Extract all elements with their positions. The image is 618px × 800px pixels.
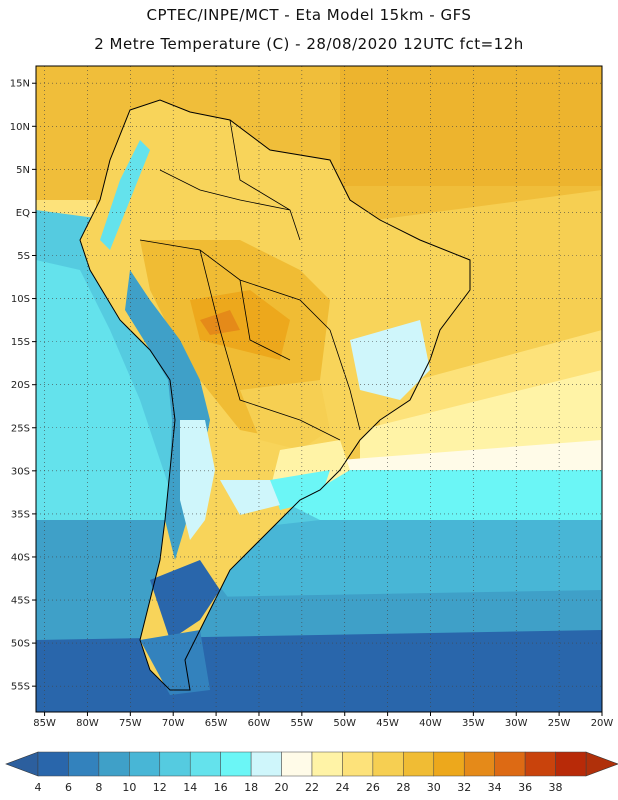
legend-label: 20 bbox=[275, 781, 289, 794]
lat-tick-label: 50S bbox=[11, 639, 30, 650]
legend-label: 30 bbox=[427, 781, 441, 794]
legend-label: 28 bbox=[396, 781, 410, 794]
lat-tick-label: 10S bbox=[11, 294, 30, 305]
legend-label: 24 bbox=[335, 781, 349, 794]
lat-tick-label: 40S bbox=[11, 552, 30, 563]
title-line-1: CPTEC/INPE/MCT - Eta Model 15km - GFS bbox=[146, 6, 472, 24]
legend-label: 22 bbox=[305, 781, 319, 794]
legend-label: 26 bbox=[366, 781, 380, 794]
legend-arrow-low bbox=[5, 751, 39, 777]
legend-label: 6 bbox=[65, 781, 72, 794]
legend-label: 8 bbox=[95, 781, 102, 794]
legend-swatch bbox=[342, 751, 374, 777]
lon-tick-label: 20W bbox=[591, 718, 614, 729]
lon-tick-label: 50W bbox=[333, 718, 356, 729]
legend-label: 14 bbox=[183, 781, 197, 794]
lat-tick-label: 35S bbox=[11, 509, 30, 520]
legend-swatch bbox=[37, 751, 69, 777]
legend-label: 38 bbox=[549, 781, 563, 794]
map-frame bbox=[35, 65, 603, 713]
legend-swatch bbox=[220, 751, 252, 777]
lat-tick-label: 25S bbox=[11, 423, 30, 434]
legend-swatch bbox=[98, 751, 130, 777]
lat-tick-label: 20S bbox=[11, 380, 30, 391]
lon-tick-label: 55W bbox=[291, 718, 314, 729]
legend-swatch bbox=[555, 751, 587, 777]
legend-swatch bbox=[494, 751, 526, 777]
lon-tick-label: 45W bbox=[376, 718, 399, 729]
legend-label: 16 bbox=[214, 781, 228, 794]
legend-label: 36 bbox=[518, 781, 532, 794]
legend-label: 4 bbox=[35, 781, 42, 794]
legend-swatch bbox=[372, 751, 404, 777]
legend-label: 34 bbox=[488, 781, 502, 794]
temperature-map: 15N 10N 5N EQ 5S 10S 15S 20S 25S 30S 35S 40S 45S 50S 5… bbox=[10, 65, 614, 729]
lon-tick-label: 35W bbox=[462, 718, 485, 729]
lat-tick-label: 5N bbox=[16, 165, 30, 176]
legend-swatch bbox=[68, 751, 100, 777]
legend-swatch bbox=[129, 751, 161, 777]
lon-tick-label: 85W bbox=[33, 718, 56, 729]
axis-ticks: 15N 10N 5N EQ 5S 10S 15S 20S 25S 30S 35S 40S 45S 50S 5… bbox=[10, 79, 614, 729]
legend-label: 12 bbox=[153, 781, 167, 794]
lon-tick-label: 30W bbox=[505, 718, 528, 729]
color-legend: 4 6 8 10 12 14 16 18 20 22 24 26 28 30 32 34 36 38 bbox=[5, 751, 618, 794]
legend-bar bbox=[5, 751, 618, 777]
legend-swatch bbox=[159, 751, 191, 777]
legend-swatch bbox=[250, 751, 282, 777]
lon-tick-label: 80W bbox=[76, 718, 99, 729]
lat-tick-label: 30S bbox=[11, 466, 30, 477]
legend-label: 18 bbox=[244, 781, 258, 794]
legend-arrow-high bbox=[585, 751, 618, 777]
lon-tick-label: 65W bbox=[205, 718, 228, 729]
lat-tick-label: 15N bbox=[10, 79, 30, 90]
lon-tick-label: 25W bbox=[548, 718, 571, 729]
lat-tick-label: 10N bbox=[10, 122, 30, 133]
legend-swatch bbox=[403, 751, 435, 777]
legend-swatch bbox=[281, 751, 313, 777]
title-line-2: 2 Metre Temperature (C) - 28/08/2020 12U… bbox=[94, 35, 524, 53]
lon-tick-label: 60W bbox=[248, 718, 271, 729]
legend-label: 10 bbox=[122, 781, 136, 794]
lon-tick-label: 40W bbox=[419, 718, 442, 729]
lat-tick-label: 55S bbox=[11, 682, 30, 693]
temperature-field bbox=[36, 66, 602, 712]
lat-tick-label: 45S bbox=[11, 596, 30, 607]
legend-swatch bbox=[189, 751, 221, 777]
lon-tick-label: 75W bbox=[119, 718, 142, 729]
legend-labels: 4 6 8 10 12 14 16 18 20 22 24 26 28 30 32 34 36 38 bbox=[35, 781, 563, 794]
lat-tick-label: 5S bbox=[17, 251, 30, 262]
lon-tick-label: 70W bbox=[162, 718, 185, 729]
legend-swatch bbox=[433, 751, 465, 777]
legend-swatch bbox=[311, 751, 343, 777]
legend-swatch bbox=[524, 751, 556, 777]
legend-label: 32 bbox=[457, 781, 471, 794]
lat-tick-label: 15S bbox=[11, 337, 30, 348]
lat-tick-label: EQ bbox=[16, 208, 30, 219]
legend-swatch bbox=[463, 751, 495, 777]
